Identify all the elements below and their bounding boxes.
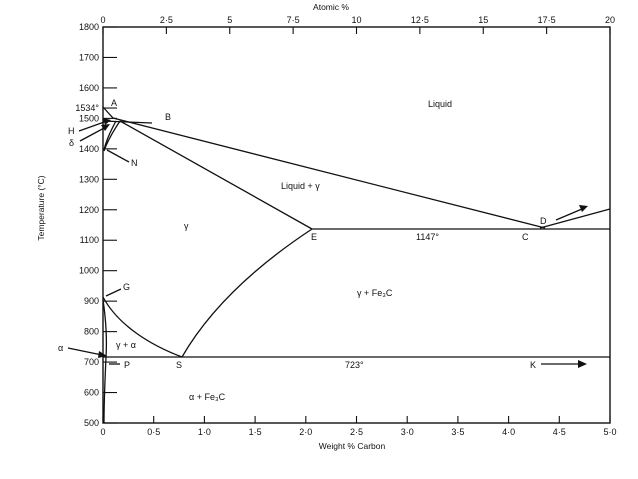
liquidus-line-cd xyxy=(539,208,611,229)
bottom-axis-tick-label: 4·0 xyxy=(502,427,515,437)
top-axis-tick-label: 10 xyxy=(351,15,361,25)
delta-arrowhead xyxy=(101,124,110,131)
point-label-delta: δ xyxy=(69,138,74,148)
delta-gamma-line-jn xyxy=(103,120,121,152)
point-label-alpha: α xyxy=(58,343,63,353)
top-axis-tick-label: 2·5 xyxy=(160,15,173,25)
delta-pointer-arrow xyxy=(79,126,107,142)
bottom-axis-tick-label: 2·0 xyxy=(299,427,312,437)
point-label-n: N xyxy=(131,158,138,168)
solvus-line-gp xyxy=(102,299,108,358)
region-label-liquid-gamma: Liquid + γ xyxy=(281,181,320,191)
top-axis-tick-label: 15 xyxy=(478,15,488,25)
g-pointer-line xyxy=(105,288,122,297)
eutectic-temperature-label: 1147° xyxy=(416,232,439,242)
h-pointer-arrow xyxy=(78,120,108,132)
left-axis-title: Temperature (°C) xyxy=(36,175,46,240)
solvus-line-pq xyxy=(103,356,107,424)
peritectic-line-hb xyxy=(102,120,153,124)
left-axis-tick-label: 1600 xyxy=(79,83,99,93)
point-label-c: C xyxy=(522,232,529,242)
liquidus-line-abc xyxy=(102,106,546,229)
left-axis-tick-label: 1000 xyxy=(79,266,99,276)
left-axis-tick-label: 1400 xyxy=(79,144,99,154)
top-axis-tick-label: 0 xyxy=(100,15,105,25)
bottom-axis-tick-label: 3·0 xyxy=(401,427,414,437)
h-arrowhead xyxy=(103,118,111,125)
acm-line-es xyxy=(181,228,313,358)
point-label-b: B xyxy=(165,112,171,122)
left-axis-tick-label: 1700 xyxy=(79,52,99,62)
top-axis-ticks: 0 2·5 5 7·5 10 12·5 15 17·5 20 xyxy=(100,15,615,34)
point-label-d: D xyxy=(540,216,547,226)
point-label-k: K xyxy=(530,360,536,370)
point-label-e: E xyxy=(311,232,317,242)
top-axis-tick-label: 5 xyxy=(227,15,232,25)
left-axis-tick-label: 1100 xyxy=(80,235,99,245)
bottom-axis-tick-label: 4·5 xyxy=(553,427,566,437)
a3-line-gs xyxy=(102,296,183,358)
d-pointer-arrow xyxy=(555,208,583,221)
left-axis-tick-label: 900 xyxy=(84,296,99,306)
region-label-gamma-alpha: γ + α xyxy=(116,340,136,350)
bottom-axis-tick-label: 3·5 xyxy=(451,427,464,437)
left-axis-tick-label: 1200 xyxy=(79,205,99,215)
bottom-axis-tick-label: 1·5 xyxy=(249,427,262,437)
left-axis-tick-label: 700 xyxy=(84,357,99,367)
bottom-axis-tick-label: 0 xyxy=(100,427,105,437)
left-axis-tick-label: 1534° xyxy=(75,103,99,113)
region-label-gamma-fe3c: γ + Fe₃C xyxy=(357,288,393,298)
left-axis-tick-label: 1300 xyxy=(79,174,99,184)
point-label-s: S xyxy=(176,360,182,370)
top-axis-title: Atomic % xyxy=(313,2,349,12)
bottom-axis-tick-label: 0·5 xyxy=(147,427,160,437)
left-axis-tick-label: 800 xyxy=(84,327,99,337)
alpha-pointer-arrow xyxy=(67,347,103,356)
point-label-a: A xyxy=(111,98,117,108)
top-axis-tick-label: 12·5 xyxy=(411,15,429,25)
top-axis-tick-label: 7·5 xyxy=(287,15,300,25)
region-label-alpha-fe3c: α + Fe₃C xyxy=(189,392,226,402)
left-axis-tick-label: 600 xyxy=(84,388,99,398)
n-pointer-line xyxy=(106,149,130,163)
bottom-axis-tick-label: 1·0 xyxy=(198,427,211,437)
point-label-p: P xyxy=(124,360,130,370)
left-axis-tick-label: 1800 xyxy=(79,22,99,32)
bottom-axis-ticks: 0 0·5 1·0 1·5 2·0 2·5 3·0 3·5 4·0 4·5 5·0 xyxy=(100,416,617,437)
region-label-liquid: Liquid xyxy=(428,99,452,109)
left-axis-ticks: 1800 1700 1600 1534°1500 1400 1300 1200 1100 100… xyxy=(75,22,117,428)
region-label-gamma: γ xyxy=(184,221,189,231)
left-axis-tick-label: 1500 xyxy=(79,113,99,123)
top-axis-tick-label: 17·5 xyxy=(538,15,556,25)
eutectoid-temperature-label: 723° xyxy=(345,360,364,370)
bottom-axis-tick-label: 2·5 xyxy=(350,427,363,437)
point-label-h: H xyxy=(68,126,75,136)
d-arrowhead xyxy=(579,205,588,212)
top-axis-tick-label: 20 xyxy=(605,15,615,25)
k-arrowhead xyxy=(578,360,587,368)
bottom-axis-tick-label: 5·0 xyxy=(603,427,616,437)
bottom-axis-title: Weight % Carbon xyxy=(319,441,386,451)
solidus-line-je xyxy=(119,120,313,230)
point-label-g: G xyxy=(123,282,130,292)
alpha-arrowhead xyxy=(98,351,107,358)
left-axis-tick-label: 500 xyxy=(84,418,99,428)
